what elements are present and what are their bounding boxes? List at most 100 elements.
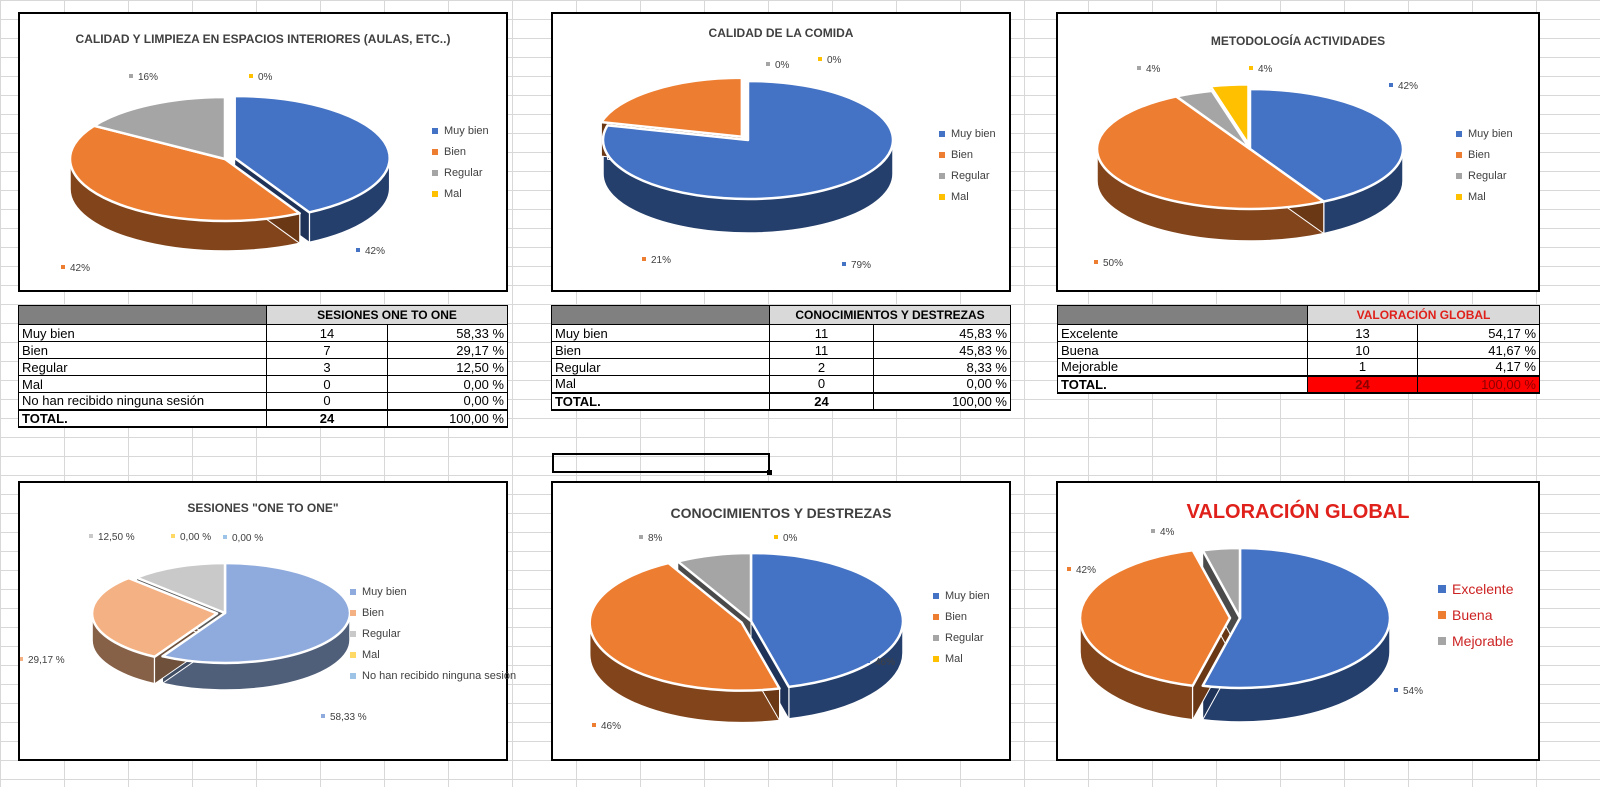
data-label: 0,00 % xyxy=(171,532,211,543)
row-label[interactable]: Buena xyxy=(1057,341,1308,359)
row-pct[interactable]: 41,67 % xyxy=(1417,341,1540,359)
row-pct[interactable]: 45,83 % xyxy=(873,324,1011,342)
data-label: 0,00 % xyxy=(223,533,263,544)
pie-slice xyxy=(600,76,744,139)
data-label-text: 4% xyxy=(1258,64,1273,75)
row-count[interactable]: 0 xyxy=(266,375,388,393)
row-pct[interactable]: 0,00 % xyxy=(873,375,1011,393)
row-count[interactable]: 2 xyxy=(769,358,874,376)
row-count[interactable]: 13 xyxy=(1307,324,1418,342)
row-pct[interactable]: 12,50 % xyxy=(387,358,508,376)
row-count[interactable]: 11 xyxy=(769,341,874,359)
legend-swatch xyxy=(939,130,945,137)
total-pct[interactable]: 100,00 % xyxy=(873,391,1011,411)
row-pct[interactable]: 0,00 % xyxy=(387,392,508,410)
legend-label: Regular xyxy=(951,169,990,182)
total-count[interactable]: 24 xyxy=(1307,374,1418,394)
chart-metodologia[interactable]: METODOLOGÍA ACTIVIDADES 42% 50% 4% 4% Muy b… xyxy=(1056,12,1540,292)
row-label[interactable]: Bien xyxy=(18,341,267,359)
row-count[interactable]: 11 xyxy=(769,324,874,342)
row-count[interactable]: 0 xyxy=(769,375,874,393)
legend-label: Bien xyxy=(951,148,974,161)
table-total-row: TOTAL. 24 100,00 % xyxy=(551,391,1011,411)
row-label[interactable]: Mal xyxy=(18,375,267,393)
row-pct[interactable]: 54,17 % xyxy=(1417,324,1540,342)
row-count[interactable]: 14 xyxy=(266,324,388,342)
data-label: 42% xyxy=(1389,81,1418,92)
row-count[interactable]: 1 xyxy=(1307,358,1418,376)
chart-valoracion-global[interactable]: VALORACIÓN GLOBAL 54% 42% 4% Excelente Buen… xyxy=(1056,481,1540,761)
pie-slice xyxy=(601,79,895,201)
chart-legend: Muy bien Bien Regular Mal xyxy=(939,123,996,207)
data-label-swatch xyxy=(1094,260,1098,264)
pie-tops xyxy=(1078,546,1392,690)
chart-sesiones-one-to-one[interactable]: SESIONES "ONE TO ONE" 58,33 % 29,17 % 12,5… xyxy=(18,481,516,761)
row-label[interactable]: Bien xyxy=(551,341,770,359)
data-label-text: 42% xyxy=(1076,565,1096,576)
row-label[interactable]: Mejorable xyxy=(1057,358,1308,376)
pie-tops xyxy=(68,94,391,223)
legend-swatch xyxy=(432,148,438,155)
legend-label: Regular xyxy=(444,166,483,179)
data-label-text: 58,33 % xyxy=(330,712,367,723)
row-pct[interactable]: 29,17 % xyxy=(387,341,508,359)
chart-calidad-limpieza[interactable]: CALIDAD Y LIMPIEZA EN ESPACIOS INTERIORE… xyxy=(18,12,508,292)
table-row: Mal 0 0,00 % xyxy=(551,375,1011,393)
total-pct[interactable]: 100,00 % xyxy=(1417,374,1540,394)
table-row: Mejorable 1 4,17 % xyxy=(1057,358,1540,376)
data-label-text: 0,00 % xyxy=(180,532,211,543)
total-count[interactable]: 24 xyxy=(266,408,388,428)
chart-conocimientos[interactable]: CONOCIMIENTOS Y DESTREZAS 46% 46% 8% 0% Muy… xyxy=(551,481,1011,761)
legend-item: Muy bien xyxy=(350,581,516,602)
legend-label: Regular xyxy=(362,627,401,640)
pie-slice xyxy=(1209,83,1250,146)
row-label[interactable]: Muy bien xyxy=(551,324,770,342)
chart-calidad-comida[interactable]: CALIDAD DE LA COMIDA 79% 21% 0% 0% Muy bien… xyxy=(551,12,1011,292)
data-label-text: 79% xyxy=(851,260,871,271)
selected-cell[interactable] xyxy=(552,453,770,473)
fill-handle[interactable] xyxy=(767,470,772,475)
data-label: 0% xyxy=(249,72,273,83)
pie-slice xyxy=(749,551,905,689)
legend-swatch xyxy=(933,634,939,641)
row-count[interactable]: 0 xyxy=(266,392,388,410)
legend-swatch xyxy=(350,630,356,637)
row-label[interactable]: Muy bien xyxy=(18,324,267,342)
row-count[interactable]: 3 xyxy=(266,358,388,376)
chart-title: CALIDAD DE LA COMIDA xyxy=(708,26,854,40)
legend-swatch xyxy=(350,672,356,679)
total-label[interactable]: TOTAL. xyxy=(1057,374,1308,394)
row-label[interactable]: Regular xyxy=(18,358,267,376)
row-label[interactable]: Excelente xyxy=(1057,324,1308,342)
total-label[interactable]: TOTAL. xyxy=(18,408,267,428)
legend-label: Muy bien xyxy=(362,585,407,598)
row-pct[interactable]: 0,00 % xyxy=(387,375,508,393)
row-label[interactable]: Regular xyxy=(551,358,770,376)
total-count[interactable]: 24 xyxy=(769,391,874,411)
row-pct[interactable]: 45,83 % xyxy=(873,341,1011,359)
legend-swatch xyxy=(939,172,945,179)
legend-item: Bien xyxy=(1456,144,1513,165)
pie-slice xyxy=(1175,89,1252,151)
header-blank-cell xyxy=(18,305,267,325)
legend-item: Regular xyxy=(350,623,516,644)
legend-label: Bien xyxy=(362,606,385,619)
row-count[interactable]: 7 xyxy=(266,341,388,359)
data-label-swatch xyxy=(1249,66,1253,70)
row-label[interactable]: No han recibido ninguna sesión xyxy=(18,392,267,410)
total-label[interactable]: TOTAL. xyxy=(551,391,770,411)
data-label-swatch xyxy=(866,659,870,663)
data-label-text: 29,17 % xyxy=(28,655,65,666)
data-label: 4% xyxy=(1151,527,1175,538)
data-label-text: 42% xyxy=(365,246,385,257)
row-label[interactable]: Mal xyxy=(551,375,770,393)
row-count[interactable]: 10 xyxy=(1307,341,1418,359)
row-pct[interactable]: 8,33 % xyxy=(873,358,1011,376)
total-pct[interactable]: 100,00 % xyxy=(387,408,508,428)
data-label: 54% xyxy=(1394,686,1423,697)
legend-label: Bien xyxy=(444,145,467,158)
data-label: 42% xyxy=(1067,565,1096,576)
row-pct[interactable]: 4,17 % xyxy=(1417,358,1540,376)
row-pct[interactable]: 58,33 % xyxy=(387,324,508,342)
data-label-text: 16% xyxy=(138,72,158,83)
